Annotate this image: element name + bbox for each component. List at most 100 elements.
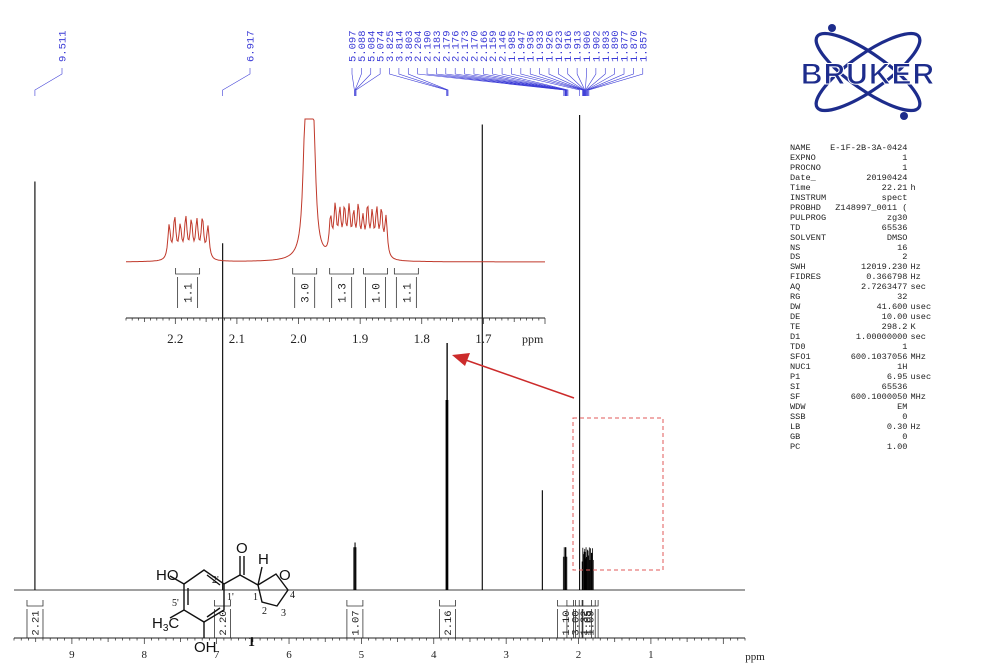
parameter-name: PULPROG xyxy=(790,212,827,223)
peak-label: 1.877 xyxy=(620,30,632,62)
peak-label: 2.190 xyxy=(423,30,435,62)
parameter-name: GB xyxy=(790,431,801,442)
peak-label: 2.146 xyxy=(498,30,510,62)
inset-integral-mark: 1.1 xyxy=(175,268,201,308)
main-x-axis: 9 8 7 6 5 4 3 2 1 xyxy=(13,637,746,661)
parameter-name: NUC1 xyxy=(790,361,811,372)
peak-label: 2.173 xyxy=(460,30,472,62)
integral-bracket xyxy=(346,600,364,607)
parameter-value: 6.95 xyxy=(886,371,908,382)
inset-integral-bracket xyxy=(292,268,318,275)
parameter-unit: K xyxy=(910,322,916,333)
h3c-label: H3C xyxy=(152,615,179,634)
parameter-unit xyxy=(907,164,931,174)
ring-o-label: O xyxy=(279,567,291,584)
peak-label-connector xyxy=(417,68,565,96)
integral-mark: 1.07 xyxy=(346,600,364,638)
parameter-row: WDW EM xyxy=(790,402,931,413)
peak-label: 2.204 xyxy=(413,30,425,62)
parameter-row: D1 1.00000000 sec xyxy=(790,332,931,343)
thf-ring xyxy=(257,573,289,607)
parameter-row: SWH 12019.230 Hz xyxy=(790,262,931,273)
main-tick-label: 7 xyxy=(214,649,220,661)
inset-tick-label: 2.2 xyxy=(167,331,183,346)
inset-x-axis-label: ppm xyxy=(522,332,544,346)
ho-bond xyxy=(169,575,185,585)
peak-label: 5.088 xyxy=(357,30,369,62)
inset-integral-value: 1.1 xyxy=(402,283,414,303)
integral-bracket xyxy=(578,600,596,607)
peak-label-connector xyxy=(483,68,567,96)
parameter-unit: Hz xyxy=(910,421,921,432)
inset-integral-value: 1.3 xyxy=(338,283,350,303)
peak-label-connector xyxy=(539,68,584,96)
parameter-row: LB 0.30 Hz xyxy=(790,421,931,433)
peak-label-connector xyxy=(587,68,625,96)
peak-label-connector xyxy=(492,68,568,96)
methyl-bond xyxy=(169,609,185,619)
peak-label-connector xyxy=(222,68,251,96)
parameter-name: SWH xyxy=(790,262,806,273)
parameter-name: SF xyxy=(790,391,801,402)
inset-tick-label: 2.1 xyxy=(229,331,245,346)
integral-mark: 2.20 xyxy=(214,600,231,638)
integral-value: 1.09 xyxy=(586,610,598,635)
peak-label-connector xyxy=(586,68,615,96)
carbonyl-bond xyxy=(223,574,241,585)
main-x-axis-label: ppm xyxy=(745,651,765,663)
parameter-name: TD xyxy=(790,222,801,233)
parameter-row: SI 65536 xyxy=(790,381,931,393)
parameter-name: TE xyxy=(790,322,801,333)
parameter-unit xyxy=(907,244,931,254)
parameter-row: NAME E-1F-2B-3A-0424 xyxy=(790,143,931,154)
parameter-value: 41.600 xyxy=(876,302,908,313)
inset-integral-bracket xyxy=(363,268,388,275)
parameter-value: 1 xyxy=(902,342,908,353)
zoom-arrow-head xyxy=(452,353,470,366)
parameter-value: 0 xyxy=(902,411,908,422)
peak-label: 2.183 xyxy=(432,30,444,62)
peak-label: 1.902 xyxy=(591,30,603,62)
parameter-name: SI xyxy=(790,381,801,392)
parameter-row: FIDRES 0.366798 Hz xyxy=(790,272,931,283)
ho-label: HO xyxy=(156,567,179,584)
parameter-name: EXPNO xyxy=(790,152,816,163)
parameter-value: 16 xyxy=(897,242,908,253)
inset-spectrum-curve xyxy=(126,118,545,263)
peak-label-connector xyxy=(445,68,566,96)
peak-label: 1.913 xyxy=(573,30,585,62)
peak-label: 5.084 xyxy=(366,30,378,62)
parameter-value: 1 xyxy=(902,162,908,173)
parameter-value: Z148997_0011 ( xyxy=(835,202,908,213)
ring-inner-bond xyxy=(206,574,221,586)
parameter-name: FIDRES xyxy=(790,272,821,283)
peak-label-connector xyxy=(529,68,584,96)
parameter-unit xyxy=(907,194,931,204)
parameter-unit xyxy=(907,234,931,244)
parameter-row: INSTRUM spect xyxy=(790,193,931,204)
parameter-row: PROBHD Z148997_0011 ( xyxy=(790,202,931,214)
parameter-value: 10.00 xyxy=(881,312,908,323)
parameter-value: 600.1037056 xyxy=(850,352,908,363)
parameter-value: 1.00 xyxy=(886,441,908,452)
parameter-row: TD0 1 xyxy=(790,342,931,353)
inset-integral-bracket xyxy=(175,268,201,275)
main-spectrum-lines xyxy=(14,115,745,591)
bruker-logo-text: BRUKER xyxy=(801,58,935,91)
parameter-row: DS 2 xyxy=(790,253,931,263)
zoom-region-box xyxy=(572,417,664,571)
parameter-value: 12019.230 xyxy=(861,262,908,273)
peak-label-connector xyxy=(588,68,644,96)
peak-label-connector xyxy=(426,68,566,96)
parameter-unit xyxy=(907,144,931,154)
parameter-name: NAME xyxy=(790,143,811,153)
parameter-value: 298.2 xyxy=(881,322,908,333)
peak-label: 9.511 xyxy=(58,30,70,62)
peak-label-connector xyxy=(351,68,355,96)
parameter-unit xyxy=(907,433,931,443)
parameter-row: P1 6.95 usec xyxy=(790,371,931,383)
parameter-name: SFO1 xyxy=(790,352,811,363)
main-tick-label: 3 xyxy=(503,649,509,661)
oh-label: OH xyxy=(194,639,217,656)
parameter-row: TD 65536 xyxy=(790,222,931,234)
